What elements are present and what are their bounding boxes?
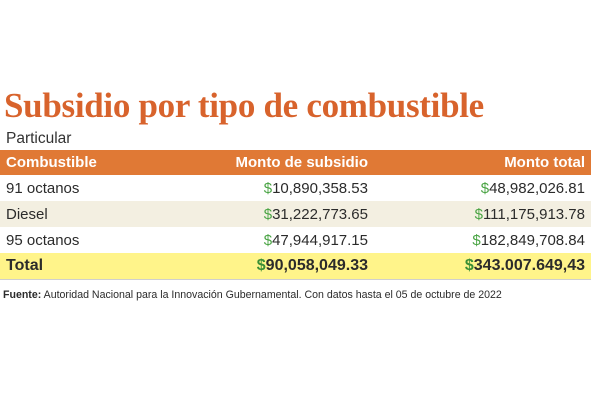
fuel-cell: Diesel xyxy=(0,201,156,227)
subsidy-table: Combustible Monto de subsidio Monto tota… xyxy=(0,150,591,280)
currency-symbol: $ xyxy=(263,179,273,197)
total-cell: $182,849,708.84 xyxy=(368,227,591,253)
subsidy-cell: $31,222,773.65 xyxy=(156,201,368,227)
currency-symbol: $ xyxy=(464,257,474,274)
footnote-label: Fuente: xyxy=(3,289,42,301)
total-value: 48,982,026.81 xyxy=(489,179,585,197)
fuel-cell: 91 octanos xyxy=(0,175,156,201)
total-subsidy-cell: $90,058,049.33 xyxy=(156,253,368,280)
total-subsidy-value: 90,058,049.33 xyxy=(265,257,368,274)
currency-symbol: $ xyxy=(256,257,266,274)
total-row: Total $90,058,049.33 $343.007.649,43 xyxy=(0,253,591,280)
table-subtitle: Particular xyxy=(6,130,72,147)
table-row: 91 octanos $10,890,358.53 $48,982,026.81 xyxy=(0,175,591,201)
page-title: Subsidio por tipo de combustible xyxy=(4,86,484,125)
subsidy-cell: $47,944,917.15 xyxy=(156,227,368,253)
total-value: 111,175,913.78 xyxy=(482,205,585,223)
total-cell: $48,982,026.81 xyxy=(368,175,591,201)
currency-symbol: $ xyxy=(474,205,483,223)
subsidy-cell: $10,890,358.53 xyxy=(156,175,368,201)
subsidy-value: 31,222,773.65 xyxy=(272,205,368,223)
subsidy-value: 10,890,358.53 xyxy=(272,179,368,197)
total-cell: $111,175,913.78 xyxy=(368,201,591,227)
footnote-text: Autoridad Nacional para la Innovación Gu… xyxy=(43,289,502,301)
fuel-cell: 95 octanos xyxy=(0,227,156,253)
total-label: Total xyxy=(0,253,156,280)
grand-total-cell: $343.007.649,43 xyxy=(368,253,591,280)
header-total: Monto total xyxy=(368,150,591,175)
total-value: 182,849,708.84 xyxy=(480,231,585,249)
table-row: 95 octanos $47,944,917.15 $182,849,708.8… xyxy=(0,227,591,253)
subsidy-value: 47,944,917.15 xyxy=(272,231,368,249)
currency-symbol: $ xyxy=(480,179,490,197)
currency-symbol: $ xyxy=(263,205,273,223)
table-header-row: Combustible Monto de subsidio Monto tota… xyxy=(0,150,591,175)
header-fuel: Combustible xyxy=(0,150,156,175)
grand-total-value: 343.007.649,43 xyxy=(473,257,585,274)
table-row: Diesel $31,222,773.65 $111,175,913.78 xyxy=(0,201,591,227)
header-subsidy: Monto de subsidio xyxy=(156,150,368,175)
currency-symbol: $ xyxy=(263,231,273,249)
source-footnote: Fuente: Autoridad Nacional para la Innov… xyxy=(3,289,502,301)
currency-symbol: $ xyxy=(472,231,481,249)
